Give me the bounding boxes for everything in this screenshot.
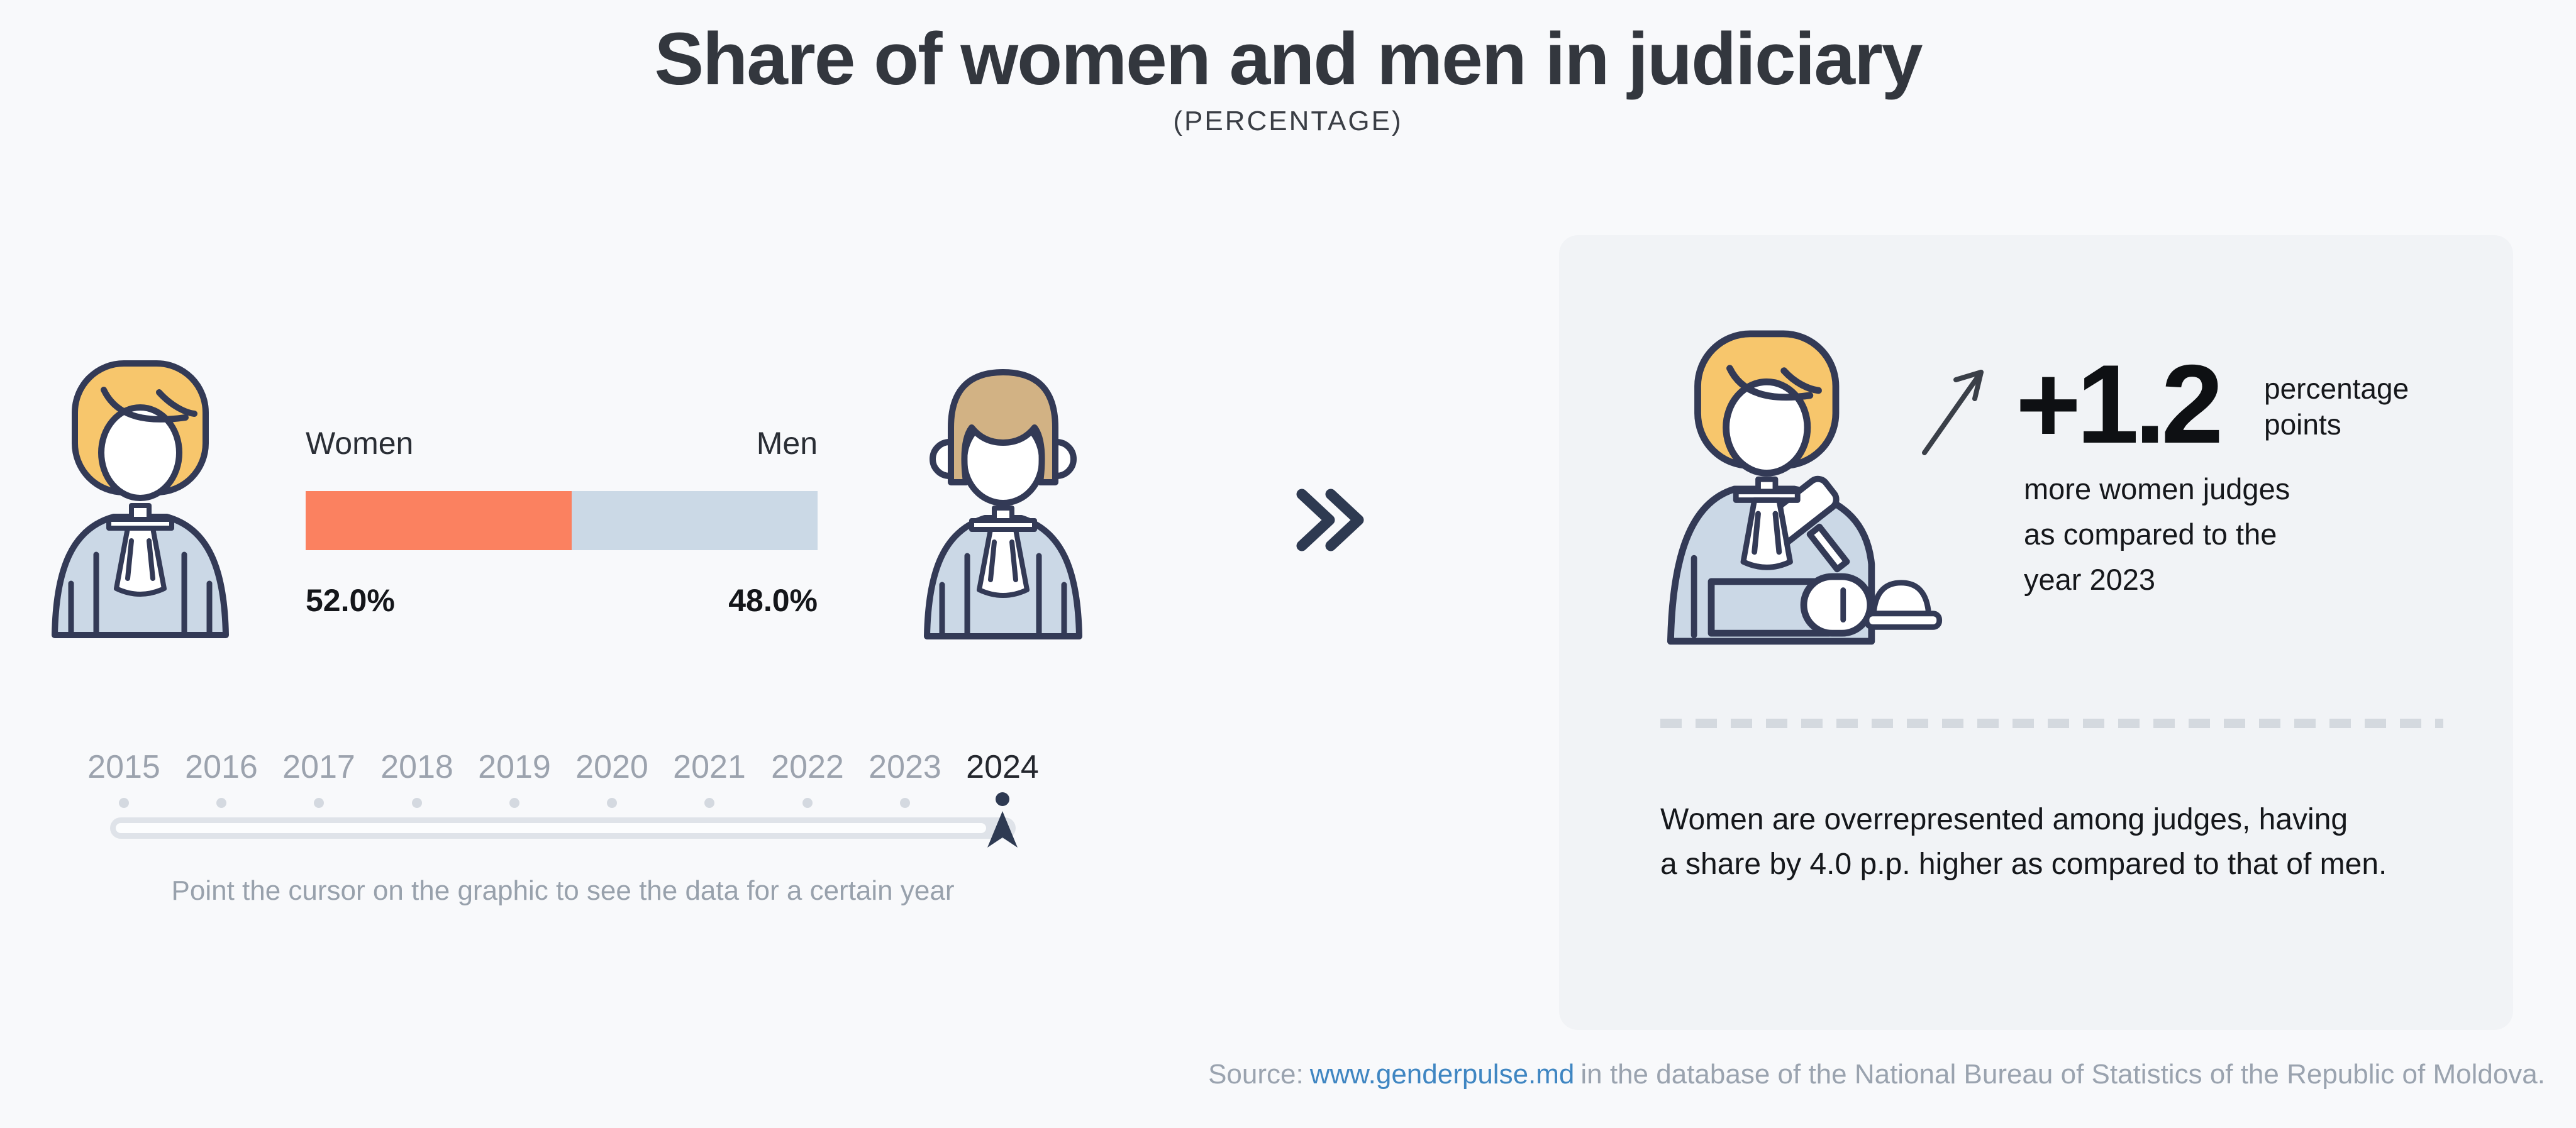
- man-judge-icon: [924, 369, 1082, 639]
- dashed-divider: [1660, 719, 2443, 728]
- bar-labels: Women Men: [306, 425, 818, 462]
- delta-desc-line: as compared to the: [2024, 517, 2277, 551]
- source-prefix: Source:: [1208, 1059, 1304, 1090]
- timeline-dot: [802, 798, 813, 808]
- year-label-2023[interactable]: 2023: [869, 749, 941, 785]
- bar-segment-women[interactable]: [306, 491, 572, 550]
- woman-judge-icon: [52, 360, 229, 638]
- year-label-2022[interactable]: 2022: [771, 749, 844, 785]
- bar-label-men: Men: [756, 426, 818, 461]
- delta-desc-line: more women judges: [2024, 472, 2290, 506]
- timeline-dot: [509, 798, 519, 808]
- timeline-track-groove: [116, 823, 986, 833]
- gender-share-bar: [306, 491, 818, 550]
- timeline-dot: [412, 798, 422, 808]
- year-label-2020[interactable]: 2020: [575, 749, 648, 785]
- panel-summary-line: a share by 4.0 p.p. higher as compared t…: [1660, 848, 2387, 881]
- timeline-dot: [607, 798, 617, 808]
- year-label-2021[interactable]: 2021: [673, 749, 746, 785]
- timeline-dot: [119, 798, 129, 808]
- timeline-track[interactable]: [110, 817, 1016, 839]
- double-chevron-icon: [1296, 489, 1364, 551]
- source-suffix: in the database of the National Bureau o…: [1580, 1059, 2545, 1090]
- increase-arrow-icon: [1922, 370, 1984, 455]
- timeline-dot: [216, 798, 226, 808]
- bar-value-men: 48.0%: [728, 583, 818, 618]
- delta-unit: percentage points: [2264, 371, 2409, 443]
- year-label-2018[interactable]: 2018: [380, 749, 453, 785]
- bar-label-women: Women: [306, 426, 414, 461]
- source-link[interactable]: www.genderpulse.md: [1309, 1059, 1575, 1090]
- panel-summary: Women are overrepresented among judges, …: [1660, 797, 2387, 887]
- panel-summary-line: Women are overrepresented among judges, …: [1660, 803, 2348, 836]
- page-title: Share of women and men in judiciary: [654, 18, 1923, 101]
- year-label-2019[interactable]: 2019: [478, 749, 551, 785]
- timeline-thumb[interactable]: [987, 811, 1018, 848]
- year-label-2015[interactable]: 2015: [87, 749, 160, 785]
- timeline-dot: [900, 798, 910, 808]
- year-label-2024-selected[interactable]: 2024: [966, 749, 1039, 785]
- page-subtitle: (PERCENTAGE): [1173, 106, 1403, 136]
- timeline-hint: Point the cursor on the graphic to see t…: [171, 875, 955, 906]
- bar-value-women: 52.0%: [306, 583, 395, 618]
- timeline-dot-selected: [996, 792, 1009, 806]
- woman-judge-gavel-icon: [1667, 330, 1943, 645]
- delta-value: +1.2: [2016, 341, 2223, 467]
- timeline-dot: [704, 798, 714, 808]
- year-label-2016[interactable]: 2016: [185, 749, 258, 785]
- bar-values: 52.0% 48.0%: [306, 582, 818, 619]
- timeline-dot: [314, 798, 324, 808]
- delta-unit-line: percentage: [2264, 372, 2409, 405]
- bar-segment-men[interactable]: [572, 491, 818, 550]
- delta-unit-line: points: [2264, 408, 2341, 441]
- year-label-2017[interactable]: 2017: [282, 749, 355, 785]
- delta-desc-line: year 2023: [2024, 563, 2156, 596]
- source-note: Source: www.genderpulse.md in the database…: [1208, 1059, 2545, 1090]
- delta-description: more women judges as compared to the yea…: [2024, 467, 2290, 602]
